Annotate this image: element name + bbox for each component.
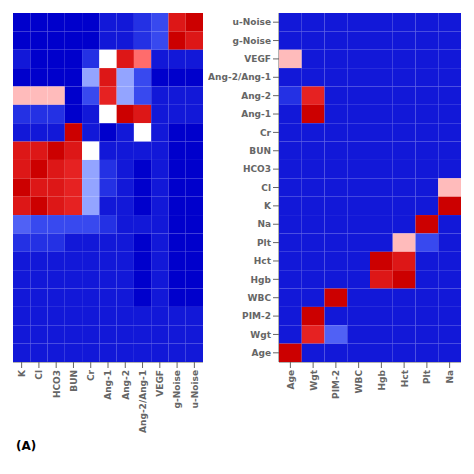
- svg-text:Plt: Plt: [422, 369, 432, 384]
- svg-text:PIM-2: PIM-2: [331, 370, 341, 399]
- svg-text:Wgt: Wgt: [309, 369, 319, 390]
- svg-text:g-Noise: g-Noise: [172, 370, 182, 408]
- svg-text:PIM-2: PIM-2: [242, 311, 271, 321]
- svg-text:u-Noise: u-Noise: [190, 370, 200, 408]
- svg-text:Ang-2/Ang-1: Ang-2/Ang-1: [138, 370, 148, 433]
- svg-text:Wgt: Wgt: [250, 330, 271, 340]
- svg-text:Hct: Hct: [254, 256, 272, 266]
- svg-text:Cr: Cr: [86, 369, 96, 381]
- svg-text:Ang-2/Ang-1: Ang-2/Ang-1: [208, 72, 271, 82]
- svg-text:Hgb: Hgb: [251, 275, 272, 285]
- svg-text:Na: Na: [445, 370, 455, 384]
- svg-text:HCO3: HCO3: [52, 370, 62, 398]
- svg-text:Hgb: Hgb: [377, 369, 387, 390]
- svg-text:BUN: BUN: [249, 146, 271, 156]
- svg-text:Age: Age: [251, 348, 271, 358]
- svg-text:VEGF: VEGF: [155, 370, 165, 397]
- svg-text:Ang-1: Ang-1: [241, 109, 271, 119]
- svg-text:Cl: Cl: [34, 370, 44, 380]
- svg-text:Cr: Cr: [260, 128, 272, 138]
- svg-text:Ang-2: Ang-2: [121, 370, 131, 400]
- svg-text:Plt: Plt: [257, 238, 272, 248]
- svg-text:Ang-1: Ang-1: [103, 370, 113, 400]
- svg-text:g-Noise: g-Noise: [233, 36, 271, 46]
- svg-text:WBC: WBC: [248, 293, 272, 303]
- svg-text:WBC: WBC: [354, 370, 364, 394]
- svg-text:Age: Age: [286, 370, 296, 390]
- svg-text:Cl: Cl: [261, 183, 271, 193]
- svg-text:K: K: [17, 369, 27, 377]
- svg-text:BUN: BUN: [69, 370, 79, 392]
- svg-text:Ang-2: Ang-2: [241, 91, 271, 101]
- svg-text:VEGF: VEGF: [244, 54, 271, 64]
- svg-text:HCO3: HCO3: [243, 164, 271, 174]
- svg-text:u-Noise: u-Noise: [233, 17, 271, 27]
- svg-text:Na: Na: [257, 219, 271, 229]
- svg-text:Hct: Hct: [400, 369, 410, 387]
- svg-text:K: K: [264, 201, 272, 211]
- html-text:(A): (A): [16, 439, 37, 453]
